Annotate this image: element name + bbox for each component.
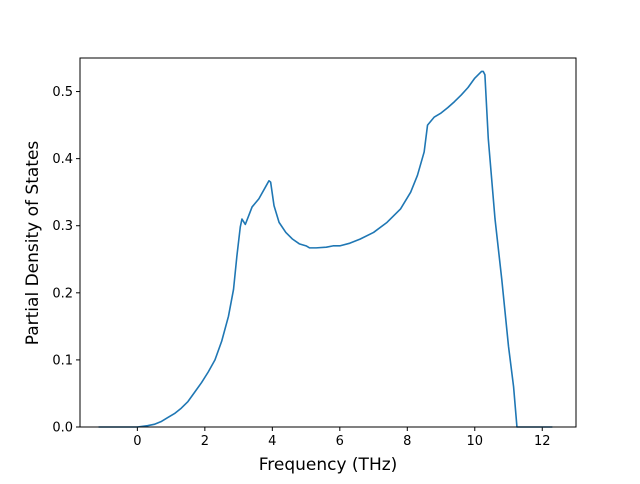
x-tick-label: 6: [336, 434, 344, 449]
pdos-line: [98, 70, 553, 428]
y-tick-label: 0.4: [52, 152, 73, 167]
y-axis-label: Partial Density of States: [23, 141, 43, 346]
x-tick-label: 8: [403, 434, 411, 449]
x-tick-label: 0: [133, 434, 141, 449]
series-group: [98, 70, 553, 428]
y-tick-label: 0.5: [52, 85, 73, 100]
y-tick-label: 0.0: [52, 421, 73, 436]
x-tick-label: 4: [268, 434, 276, 449]
x-tick-label: 2: [201, 434, 209, 449]
x-axis-label: Frequency (THz): [259, 455, 398, 475]
ticks: 0 2 4 6 8 10 12 0.0 0.1 0.2 0.3 0.4 0.5: [52, 85, 550, 449]
x-tick-label: 12: [534, 434, 551, 449]
x-tick-label: 10: [467, 434, 484, 449]
y-tick-label: 0.3: [52, 219, 73, 234]
y-tick-label: 0.1: [52, 353, 73, 368]
plot-frame: [79, 57, 577, 428]
y-tick-label: 0.2: [52, 286, 73, 301]
